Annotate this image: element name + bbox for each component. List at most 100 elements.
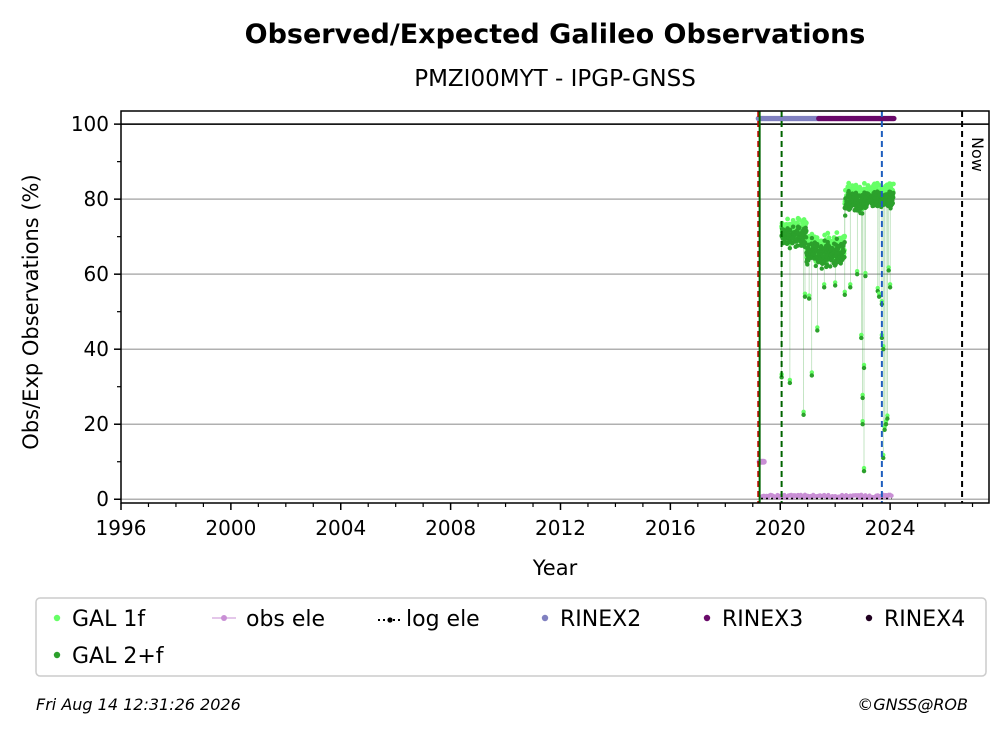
x-tick-label: 2004 xyxy=(315,516,366,540)
legend-label: RINEX4 xyxy=(884,607,965,632)
footer-credit: ©GNSS@ROB xyxy=(857,695,968,714)
legend-marker xyxy=(703,614,711,622)
legend-marker xyxy=(865,614,873,622)
gal-1f-point xyxy=(826,235,832,241)
obs-ele-point xyxy=(760,458,767,465)
gal-2f-point xyxy=(891,195,896,200)
gal-1f-point xyxy=(785,216,790,222)
data-layer xyxy=(121,115,989,500)
gal-2f-point xyxy=(790,224,796,229)
gal-2f-point xyxy=(859,335,864,341)
rinex3-point xyxy=(891,115,897,122)
gal-2f-point xyxy=(879,335,885,341)
gal-1f-point xyxy=(825,230,831,236)
gal-1f-point xyxy=(857,184,863,190)
gal-2f-point xyxy=(801,412,806,418)
gal-2f-point xyxy=(802,294,808,299)
legend-label: RINEX3 xyxy=(722,607,803,632)
gal-2f-point xyxy=(846,188,851,194)
gal-2f-point xyxy=(861,365,867,371)
x-tick-label: 1996 xyxy=(96,516,147,540)
gal-2f-point xyxy=(821,285,827,290)
gal-2f-point xyxy=(813,263,819,269)
gal-2f-point xyxy=(815,328,820,333)
y-tick-label: 40 xyxy=(84,337,109,361)
gal-2f-point xyxy=(809,373,815,378)
gal-2f-point xyxy=(819,266,824,271)
gal-2f-point xyxy=(887,285,893,290)
gal-2f-point xyxy=(815,241,820,247)
gal-2f-point xyxy=(854,271,860,277)
y-axis-label: Obs/Exp Observations (%) xyxy=(19,174,43,449)
plot-area: Now 0 20 40 60 80 100 1996 2000 2004 2008 2012 2016 2… xyxy=(71,110,990,540)
gal-1f-point xyxy=(834,230,840,236)
chart-subtitle: PMZI00MYT - IPGP-GNSS xyxy=(414,66,696,92)
y-tick-label: 60 xyxy=(84,262,109,286)
gal-2f-point xyxy=(779,375,784,380)
gal-2f-point xyxy=(805,262,810,267)
y-tick-label: 80 xyxy=(84,187,109,211)
now-label: Now xyxy=(968,137,987,172)
legend-marker xyxy=(221,615,227,621)
gal-2f-point xyxy=(787,380,793,386)
gal-2f-point xyxy=(797,225,802,230)
legend-label: obs ele xyxy=(246,607,325,632)
gal-2f-point xyxy=(877,190,882,196)
y-tick-label: 100 xyxy=(71,112,109,136)
gal-1f-point xyxy=(803,220,809,226)
legend-label: GAL 2+f xyxy=(72,644,165,669)
gal-2f-point xyxy=(885,416,890,421)
gal-2f-point xyxy=(842,292,847,298)
gal-2f-point xyxy=(842,239,847,245)
x-tick-label: 2016 xyxy=(645,516,696,540)
legend-item-obs_ele: obs ele xyxy=(212,607,325,632)
gal-2f-point xyxy=(834,236,840,241)
gal-1f-point xyxy=(846,180,852,186)
x-tick-label: 2024 xyxy=(865,516,916,540)
gal-2f-point xyxy=(824,262,830,267)
gal-2f-point xyxy=(803,240,808,246)
legend-item-gal_2f: GAL 2+f xyxy=(53,644,165,669)
gal-2f-point xyxy=(882,427,887,433)
x-axis-label: Year xyxy=(532,556,578,580)
gal-2f-point xyxy=(843,213,848,218)
gal-2f-point xyxy=(881,347,886,352)
gal-2f-point xyxy=(860,422,865,427)
legend-box xyxy=(35,597,987,677)
gal-1f-point xyxy=(790,217,796,223)
gal-2f-point xyxy=(806,296,812,301)
gal-2f-point xyxy=(832,283,838,288)
gal-1f-point xyxy=(842,233,848,239)
x-tick-label: 2012 xyxy=(535,516,586,540)
y-tick-label: 0 xyxy=(96,487,109,511)
gal-2f-point xyxy=(883,422,889,427)
gal-1f-point xyxy=(861,181,867,186)
legend-label: GAL 1f xyxy=(72,607,146,632)
gal-2f-point xyxy=(842,254,847,260)
legend-marker xyxy=(541,614,549,622)
gal-2f-point xyxy=(890,201,895,206)
gal-2f-point xyxy=(787,245,793,251)
legend-item-log_ele: log ele xyxy=(378,607,480,632)
gal-2f-point xyxy=(853,190,859,196)
x-tick-label: 2008 xyxy=(425,516,476,540)
legend: GAL 1f obs ele log ele RINEX2 RINEX3 RINEX4 GA… xyxy=(35,597,987,677)
legend-item-rinex2: RINEX2 xyxy=(541,607,641,632)
gal-2f-point xyxy=(863,273,868,279)
legend-item-rinex3: RINEX3 xyxy=(703,607,803,632)
gal-2f-point xyxy=(876,294,882,299)
gal-2f-point xyxy=(809,235,815,241)
gal-2f-point xyxy=(886,268,891,273)
legend-marker xyxy=(387,617,393,623)
legend-marker xyxy=(53,651,61,659)
plot-frame xyxy=(120,110,990,504)
footer-timestamp: Fri Aug 14 12:31:26 2026 xyxy=(36,695,241,714)
x-tick-label: 2000 xyxy=(205,516,256,540)
y-tick-label: 20 xyxy=(84,412,109,436)
gal-2f-point xyxy=(804,228,809,234)
gal-1f-point xyxy=(891,181,896,187)
gal-2f-point xyxy=(891,190,896,196)
gal-2f-point xyxy=(860,395,865,401)
obs-ele-point xyxy=(889,493,894,498)
